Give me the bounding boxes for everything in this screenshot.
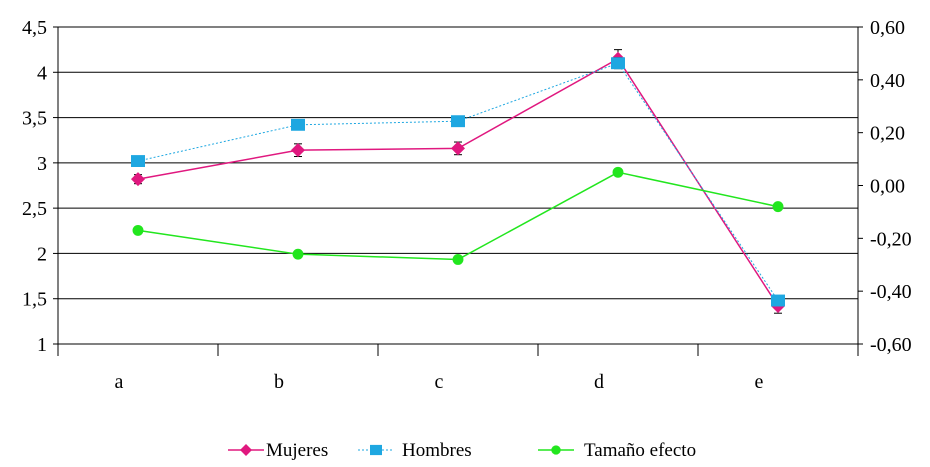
data-point-diamond <box>451 141 465 156</box>
y-right-tick-label: -0,60 <box>870 334 912 356</box>
data-point-square <box>611 57 625 70</box>
y-right-tick-label: 0,20 <box>870 123 905 145</box>
data-point-circle <box>551 445 561 455</box>
data-point-circle <box>772 201 784 213</box>
legend-label: Hombres <box>402 440 472 461</box>
y-left-tick-label: 2 <box>37 243 47 265</box>
data-point-circle <box>612 166 624 178</box>
data-point-square <box>291 118 305 131</box>
series-line <box>137 57 779 307</box>
data-point-diamond <box>291 143 305 158</box>
data-point-circle <box>132 224 144 236</box>
y-left-tick-label: 3,5 <box>22 108 47 130</box>
series-line <box>137 62 779 301</box>
legend-item: Hombres <box>358 440 472 461</box>
series-group <box>131 49 785 314</box>
y-left-tick-label: 4,5 <box>22 17 47 39</box>
series-line <box>137 171 779 261</box>
x-tick-label: b <box>274 371 284 393</box>
x-tick-label: d <box>594 371 604 393</box>
x-tick-label: e <box>755 371 764 393</box>
y-right-tick-label: 0,60 <box>870 17 905 39</box>
data-point-diamond <box>240 444 252 456</box>
y-left-tick-label: 3 <box>37 153 47 175</box>
y-left-tick-label: 1 <box>37 334 47 356</box>
data-point-square <box>370 444 382 456</box>
y-right-tick-label: 0,40 <box>870 70 905 92</box>
legend-label: Mujeres <box>266 440 328 461</box>
y-left-tick-label: 2,5 <box>22 198 47 220</box>
axes: 1 1,5 2 2,5 3 3,5 4 4,5 -0,60 -0,40 -0,20 0,00 0,20 0… <box>22 17 912 393</box>
data-point-diamond <box>131 172 145 187</box>
data-point-square <box>451 115 465 128</box>
y-right-tick-label: -0,40 <box>870 281 912 303</box>
series-tama-o-efecto <box>132 166 784 265</box>
legend-item: Tamaño efecto <box>538 440 696 461</box>
y-right-tick-label: 0,00 <box>870 176 905 198</box>
legend-label: Tamaño efecto <box>584 440 696 461</box>
y-right-tick-label: -0,20 <box>870 228 912 250</box>
y-left-tick-label: 4 <box>37 62 47 84</box>
series-mujeres <box>131 49 785 314</box>
series-hombres <box>131 57 785 307</box>
data-point-circle <box>292 248 304 260</box>
legend-item: Mujeres <box>228 440 328 461</box>
y-left-tick-label: 1,5 <box>22 289 47 311</box>
data-point-square <box>771 294 785 307</box>
x-tick-label: a <box>115 371 124 393</box>
data-point-square <box>131 155 145 167</box>
data-point-circle <box>452 254 464 265</box>
x-tick-label: c <box>435 371 444 393</box>
legend: Mujeres Hombres Tamaño efecto <box>228 440 696 461</box>
